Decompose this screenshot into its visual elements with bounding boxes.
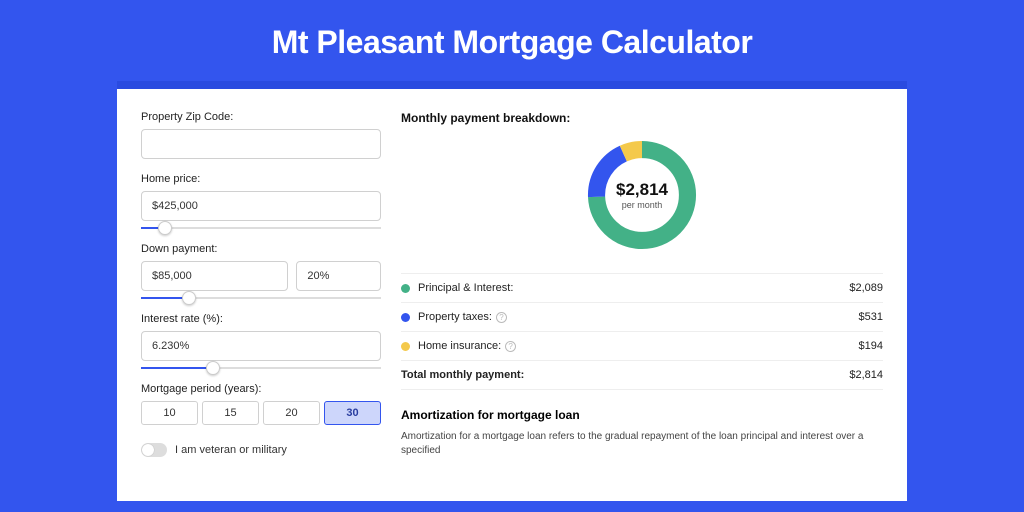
period-option-30[interactable]: 30 (324, 401, 381, 425)
down-payment-label: Down payment: (141, 243, 381, 255)
veteran-toggle[interactable] (141, 443, 167, 457)
down-payment-input[interactable] (141, 261, 288, 291)
home-price-field: Home price: (141, 173, 381, 229)
interest-rate-field: Interest rate (%): (141, 313, 381, 369)
donut-chart: $2,814 per month (401, 135, 883, 255)
legend-value: $2,089 (849, 282, 883, 294)
page-title: Mt Pleasant Mortgage Calculator (0, 0, 1024, 81)
down-payment-percent-input[interactable] (296, 261, 381, 291)
legend: Principal & Interest:$2,089Property taxe… (401, 273, 883, 390)
down-payment-slider[interactable] (141, 297, 381, 299)
home-price-label: Home price: (141, 173, 381, 185)
breakdown-title: Monthly payment breakdown: (401, 111, 883, 125)
veteran-row: I am veteran or military (141, 443, 381, 457)
donut-sub: per month (622, 200, 663, 210)
period-options: 10152030 (141, 401, 381, 425)
period-option-20[interactable]: 20 (263, 401, 320, 425)
legend-row: Property taxes:?$531 (401, 303, 883, 332)
interest-rate-input[interactable] (141, 331, 381, 361)
legend-total-value: $2,814 (849, 369, 883, 381)
veteran-label: I am veteran or military (175, 444, 287, 456)
amortization-text: Amortization for a mortgage loan refers … (401, 430, 883, 458)
home-price-slider[interactable] (141, 227, 381, 229)
zip-input[interactable] (141, 129, 381, 159)
interest-rate-slider[interactable] (141, 367, 381, 369)
down-payment-field: Down payment: (141, 243, 381, 299)
period-field: Mortgage period (years): 10152030 (141, 383, 381, 425)
legend-dot-icon (401, 313, 410, 322)
legend-label: Property taxes:? (418, 311, 859, 323)
legend-value: $531 (859, 311, 883, 323)
home-price-input[interactable] (141, 191, 381, 221)
period-option-15[interactable]: 15 (202, 401, 259, 425)
legend-total-label: Total monthly payment: (401, 369, 849, 381)
legend-row: Home insurance:?$194 (401, 332, 883, 361)
legend-row: Principal & Interest:$2,089 (401, 274, 883, 303)
legend-label: Principal & Interest: (418, 282, 849, 294)
breakdown-column: Monthly payment breakdown: $2,814 per mo… (401, 111, 883, 501)
calculator-card: Property Zip Code: Home price: Down paym… (117, 81, 907, 501)
legend-dot-icon (401, 284, 410, 293)
legend-dot-icon (401, 342, 410, 351)
donut-amount: $2,814 (616, 180, 668, 200)
legend-total-row: Total monthly payment:$2,814 (401, 361, 883, 390)
zip-label: Property Zip Code: (141, 111, 381, 123)
legend-label: Home insurance:? (418, 340, 859, 352)
period-label: Mortgage period (years): (141, 383, 381, 395)
help-icon[interactable]: ? (496, 312, 507, 323)
interest-rate-label: Interest rate (%): (141, 313, 381, 325)
form-column: Property Zip Code: Home price: Down paym… (141, 111, 381, 501)
legend-value: $194 (859, 340, 883, 352)
period-option-10[interactable]: 10 (141, 401, 198, 425)
zip-field: Property Zip Code: (141, 111, 381, 159)
help-icon[interactable]: ? (505, 341, 516, 352)
amortization-title: Amortization for mortgage loan (401, 408, 883, 422)
amortization-section: Amortization for mortgage loan Amortizat… (401, 408, 883, 458)
